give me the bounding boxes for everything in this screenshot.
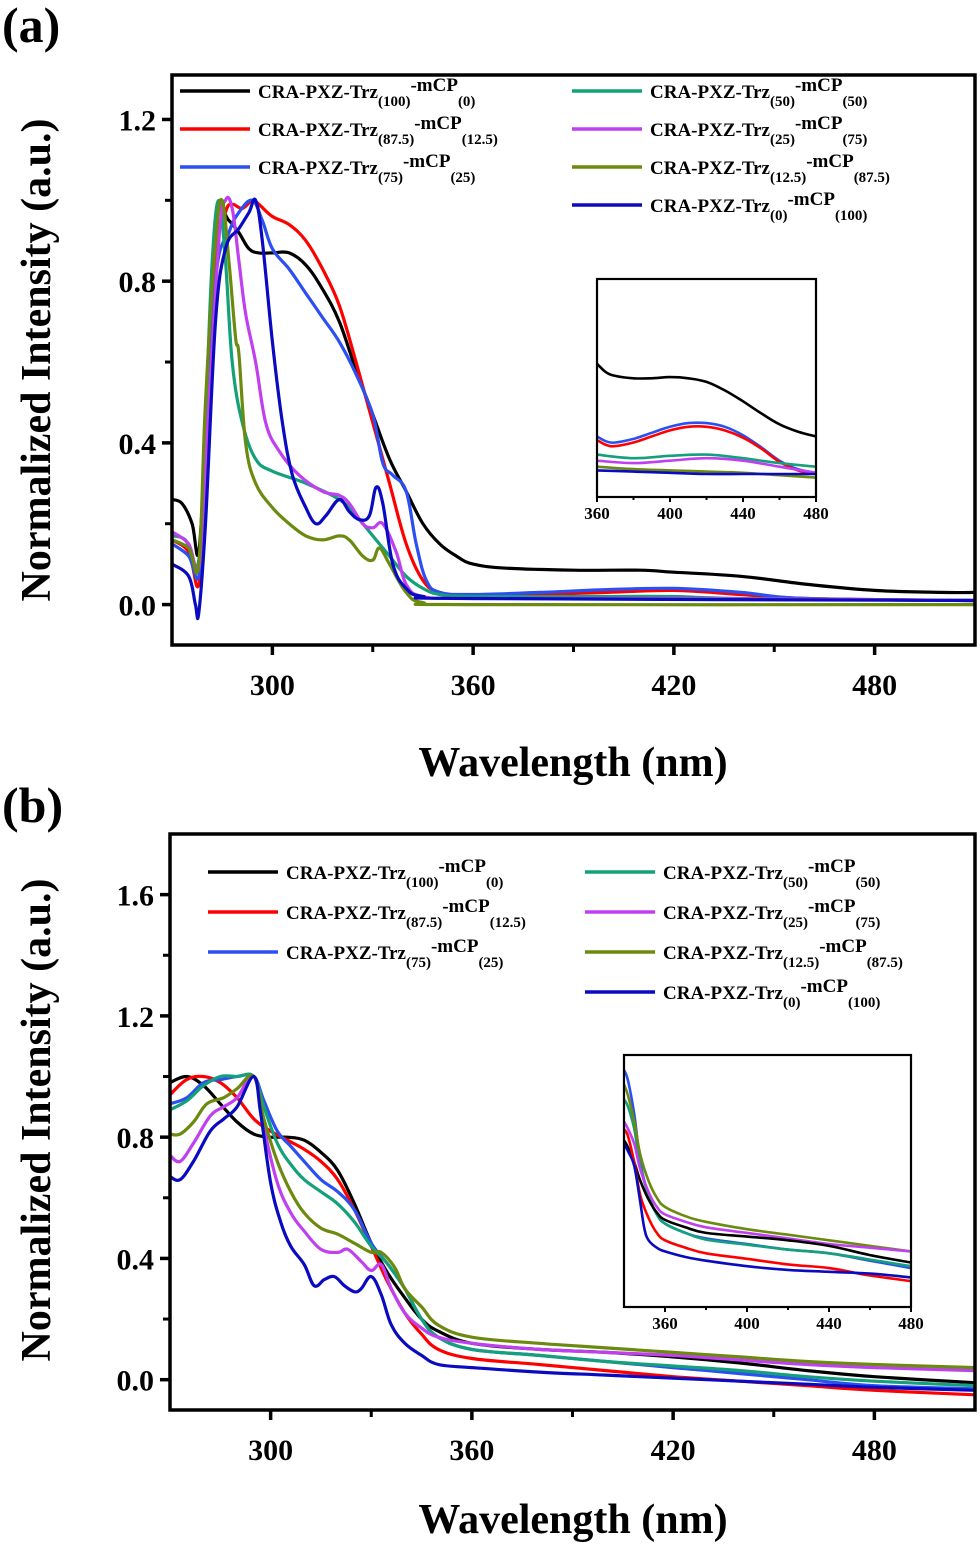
legend-label-a-0: CRA-PXZ-Trz(100)-mCP(0) bbox=[258, 75, 475, 110]
y-tick-label-a-0: 0.0 bbox=[119, 590, 157, 623]
legend-a: CRA-PXZ-Trz(100)-mCP(0)CRA-PXZ-Trz(87.5)… bbox=[180, 75, 890, 224]
inset-x-tick-label-b-2: 440 bbox=[816, 1314, 842, 1333]
legend-item-b-5: CRA-PXZ-Trz(12.5)-mCP(87.5) bbox=[585, 936, 903, 971]
series-line-a-0 bbox=[172, 212, 975, 595]
y-tick-label-a-2: 0.8 bbox=[119, 266, 157, 299]
inset-series-line-a-0 bbox=[597, 362, 816, 438]
panel-label-a: (a) bbox=[2, 0, 60, 53]
legend-item-a-5: CRA-PXZ-Trz(12.5)-mCP(87.5) bbox=[572, 151, 890, 186]
legend-item-b-0: CRA-PXZ-Trz(100)-mCP(0) bbox=[208, 856, 503, 891]
series-line-a-3 bbox=[172, 198, 975, 603]
x-tick-label-a-3: 480 bbox=[852, 669, 897, 702]
inset-a: 360 400 440 480 bbox=[584, 277, 829, 523]
series-line-a-1 bbox=[172, 198, 975, 603]
series-line-a-5 bbox=[172, 197, 975, 607]
inset-series-line-b-3 bbox=[624, 1121, 911, 1253]
legend-label-a-3: CRA-PXZ-Trz(50)-mCP(50) bbox=[650, 75, 867, 110]
series-line-b-5 bbox=[170, 1073, 975, 1370]
inset-series-line-b-2 bbox=[624, 1084, 911, 1253]
y-tick-label-a-3: 1.2 bbox=[119, 104, 157, 137]
panel-b: (b) Normalized Intensity (a.u.) Waveleng… bbox=[2, 777, 977, 1543]
inset-series-line-b-6 bbox=[624, 1143, 911, 1279]
legend-label-a-1: CRA-PXZ-Trz(87.5)-mCP(12.5) bbox=[258, 113, 498, 148]
series-line-b-6 bbox=[170, 1074, 975, 1392]
inset-x-tick-label-a-2: 440 bbox=[730, 504, 756, 523]
x-tick-label-a-2: 420 bbox=[651, 669, 696, 702]
inset-x-tick-label-a-3: 480 bbox=[803, 504, 829, 523]
legend-item-b-3: CRA-PXZ-Trz(50)-mCP(50) bbox=[585, 856, 880, 891]
inset-b: 360 400 440 480 bbox=[622, 1053, 924, 1333]
x-tick-label-b-0: 300 bbox=[248, 1434, 293, 1467]
legend-item-a-0: CRA-PXZ-Trz(100)-mCP(0) bbox=[180, 75, 475, 110]
inset-series-group-a bbox=[597, 362, 816, 479]
inset-series-group-b bbox=[624, 1069, 911, 1283]
inset-x-tick-label-b-0: 360 bbox=[652, 1314, 678, 1333]
y-tick-label-b-2: 0.8 bbox=[117, 1122, 155, 1155]
inset-background-b bbox=[624, 1055, 911, 1307]
x-axis-title-a: Wavelength (nm) bbox=[418, 740, 727, 786]
y-tick-label-a-1: 0.4 bbox=[119, 428, 157, 461]
legend-label-b-6: CRA-PXZ-Trz(0)-mCP(100) bbox=[663, 976, 880, 1011]
y-axis-title-a: Normalized Intensity (a.u.) bbox=[14, 119, 60, 602]
series-line-a-6 bbox=[172, 197, 975, 621]
inset-series-line-a-3 bbox=[597, 453, 816, 468]
legend-label-a-2: CRA-PXZ-Trz(75)-mCP(25) bbox=[258, 151, 475, 186]
inset-x-tick-label-b-3: 480 bbox=[898, 1314, 924, 1333]
inset-series-line-a-2 bbox=[597, 424, 816, 476]
legend-label-b-1: CRA-PXZ-Trz(87.5)-mCP(12.5) bbox=[286, 896, 526, 931]
legend-item-a-3: CRA-PXZ-Trz(50)-mCP(50) bbox=[572, 75, 867, 110]
series-line-a-4 bbox=[172, 195, 975, 603]
inset-series-line-a-6 bbox=[597, 469, 816, 476]
series-group-b bbox=[170, 1072, 975, 1397]
legend-label-b-2: CRA-PXZ-Trz(75)-mCP(25) bbox=[286, 936, 503, 971]
y-tick-label-b-4: 1.6 bbox=[117, 880, 155, 913]
y-tick-label-b-1: 0.4 bbox=[117, 1243, 155, 1276]
legend-item-a-4: CRA-PXZ-Trz(25)-mCP(75) bbox=[572, 113, 867, 148]
inset-x-tick-label-a-1: 400 bbox=[657, 504, 683, 523]
legend-label-a-5: CRA-PXZ-Trz(12.5)-mCP(87.5) bbox=[650, 151, 890, 186]
legend-item-a-2: CRA-PXZ-Trz(75)-mCP(25) bbox=[180, 151, 475, 186]
legend-label-b-4: CRA-PXZ-Trz(25)-mCP(75) bbox=[663, 896, 880, 931]
panel-label-b: (b) bbox=[2, 777, 63, 833]
series-line-b-4 bbox=[170, 1074, 975, 1373]
legend-label-b-3: CRA-PXZ-Trz(50)-mCP(50) bbox=[663, 856, 880, 891]
plot-area-b: 300 360 420 480 0.0 0.4 0.8 1.2 1.6 CRA-PXZ-Trz(1… bbox=[117, 832, 977, 1467]
y-tick-label-b-3: 1.2 bbox=[117, 1001, 155, 1034]
x-tick-label-b-3: 480 bbox=[852, 1434, 897, 1467]
inset-frame-b bbox=[622, 1053, 913, 1309]
legend-item-a-6: CRA-PXZ-Trz(0)-mCP(100) bbox=[572, 189, 867, 224]
x-axis-title-b: Wavelength (nm) bbox=[418, 1497, 727, 1543]
legend-item-a-1: CRA-PXZ-Trz(87.5)-mCP(12.5) bbox=[180, 113, 498, 148]
series-line-a-2 bbox=[172, 198, 975, 603]
inset-x-tick-label-b-1: 400 bbox=[734, 1314, 760, 1333]
legend-item-b-4: CRA-PXZ-Trz(25)-mCP(75) bbox=[585, 896, 880, 931]
x-tick-label-b-2: 420 bbox=[651, 1434, 696, 1467]
plot-area-a: 300 360 420 480 0.0 0.4 0.8 1.2 CRA-PXZ-Trz(100)… bbox=[119, 73, 977, 702]
x-tick-label-b-1: 360 bbox=[449, 1434, 494, 1467]
panel-a: (a) Normalized Intensity (a.u.) Waveleng… bbox=[2, 0, 977, 786]
inset-x-tick-label-a-0: 360 bbox=[584, 504, 610, 523]
legend-item-b-2: CRA-PXZ-Trz(75)-mCP(25) bbox=[208, 936, 503, 971]
series-group-a bbox=[172, 195, 975, 621]
legend-item-b-1: CRA-PXZ-Trz(87.5)-mCP(12.5) bbox=[208, 896, 526, 931]
series-line-b-3 bbox=[170, 1072, 975, 1388]
series-line-b-0 bbox=[170, 1074, 975, 1385]
y-axis-title-b: Normalized Intensity (a.u.) bbox=[14, 879, 60, 1362]
legend-item-b-6: CRA-PXZ-Trz(0)-mCP(100) bbox=[585, 976, 880, 1011]
inset-series-line-a-4 bbox=[597, 456, 816, 475]
legend-label-a-4: CRA-PXZ-Trz(25)-mCP(75) bbox=[650, 113, 867, 148]
x-tick-label-a-1: 360 bbox=[451, 669, 496, 702]
legend-label-a-6: CRA-PXZ-Trz(0)-mCP(100) bbox=[650, 189, 867, 224]
x-tick-label-a-0: 300 bbox=[250, 669, 295, 702]
y-tick-label-b-0: 0.0 bbox=[117, 1365, 155, 1398]
legend-b: CRA-PXZ-Trz(100)-mCP(0) CRA-PXZ-Trz(87.5)… bbox=[208, 856, 903, 1011]
legend-label-b-5: CRA-PXZ-Trz(12.5)-mCP(87.5) bbox=[663, 936, 903, 971]
legend-label-b-0: CRA-PXZ-Trz(100)-mCP(0) bbox=[286, 856, 503, 891]
